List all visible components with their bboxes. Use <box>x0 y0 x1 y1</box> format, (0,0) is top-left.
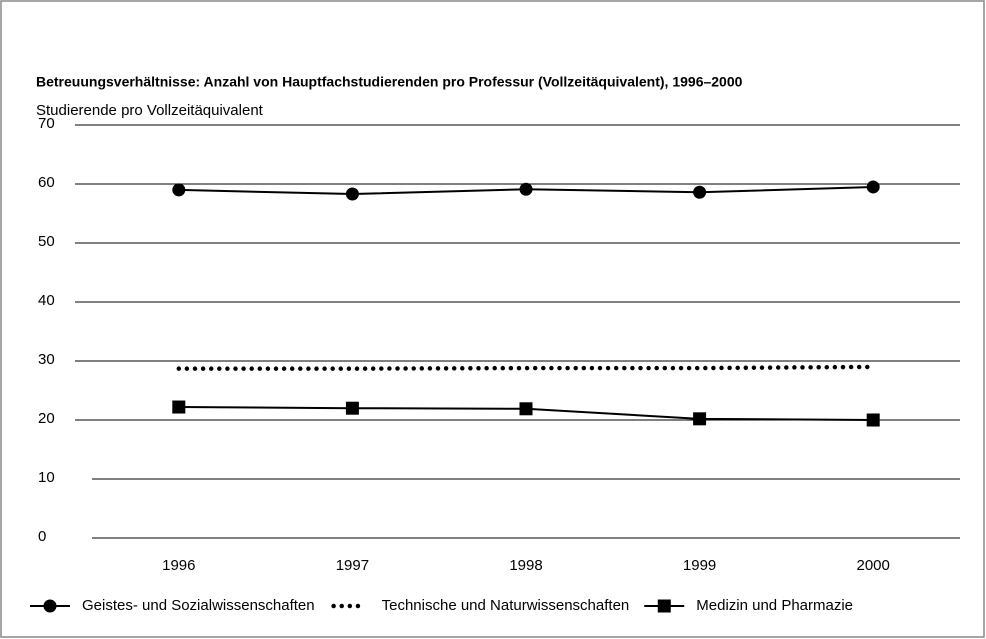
point <box>866 180 880 194</box>
y-tick-label: 60 <box>38 174 55 191</box>
x-tick-label: 2000 <box>857 557 890 574</box>
y-tick-label: 10 <box>38 469 55 486</box>
point <box>345 187 359 201</box>
y-tick-label: 40 <box>38 292 55 309</box>
legend-label: Geistes- und Sozialwissenschaften <box>82 597 315 614</box>
point <box>519 182 533 196</box>
y-tick-label: 20 <box>38 410 55 427</box>
point <box>693 185 707 199</box>
y-tick-label: 0 <box>38 528 46 545</box>
legend-marker <box>657 599 671 613</box>
legend-marker <box>43 599 57 613</box>
y-axis-label: Studierende pro Vollzeitäquivalent <box>36 102 264 119</box>
y-tick-label: 70 <box>38 115 55 132</box>
point <box>172 183 186 197</box>
legend-label: Technische und Naturwissenschaften <box>382 597 630 614</box>
x-tick-label: 1996 <box>162 557 195 574</box>
point <box>172 400 186 414</box>
x-tick-label: 1997 <box>336 557 369 574</box>
point <box>693 412 707 426</box>
legend-label: Medizin und Pharmazie <box>696 597 853 614</box>
x-tick-label: 1998 <box>509 557 542 574</box>
chart-title: Betreuungsverhältnisse: Anzahl von Haupt… <box>36 74 743 90</box>
series-line <box>176 364 876 371</box>
y-tick-label: 50 <box>38 233 55 250</box>
x-tick-label: 1999 <box>683 557 716 574</box>
point <box>866 413 880 427</box>
y-tick-label: 30 <box>38 351 55 368</box>
point <box>519 402 533 416</box>
point <box>345 401 359 415</box>
